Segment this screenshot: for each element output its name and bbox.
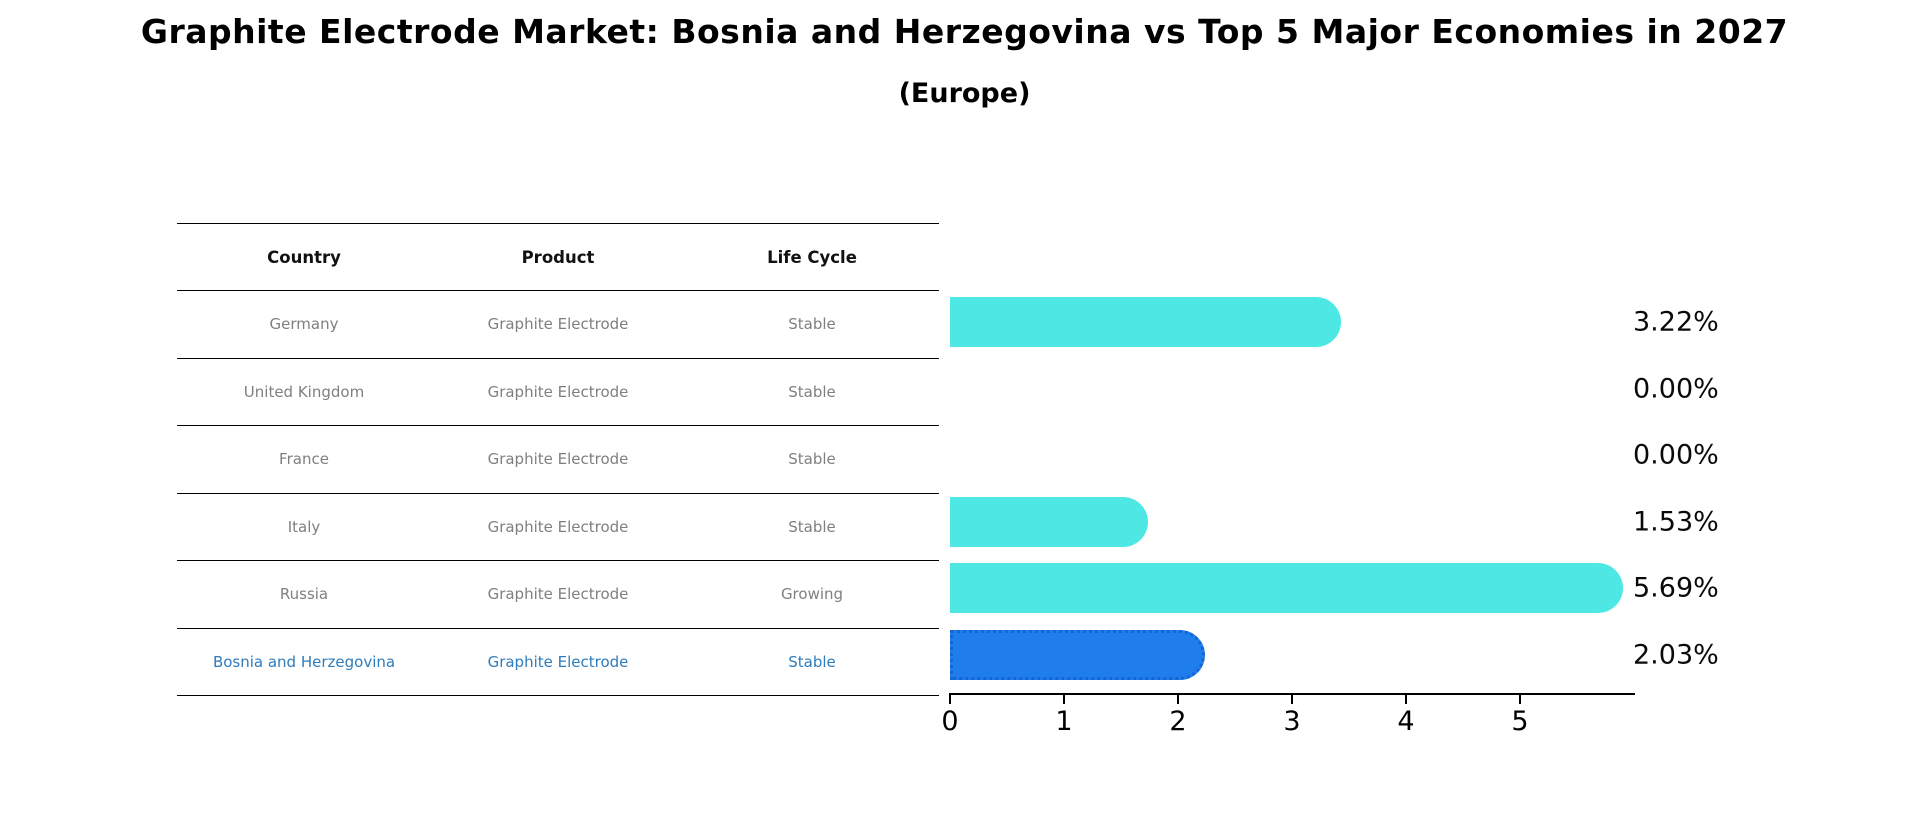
- chart-title: Graphite Electrode Market: Bosnia and He…: [140, 12, 1789, 51]
- x-axis: [949, 693, 1635, 695]
- column-header-country: Country: [267, 247, 341, 267]
- cell-life-cycle: Stable: [788, 652, 836, 671]
- cell-country: Germany: [269, 315, 339, 334]
- country-table: Country Product Life Cycle Germany Graph…: [177, 223, 939, 696]
- tick-mark: [1519, 695, 1521, 704]
- tick-mark: [1291, 695, 1293, 704]
- bar-germany: [950, 297, 1342, 348]
- bar-bosnia-and-herzegovina: [950, 629, 1206, 680]
- cell-product: Graphite Electrode: [487, 382, 629, 401]
- cell-country: Italy: [287, 517, 321, 536]
- value-label-italy: 1.53%: [1633, 506, 1719, 538]
- chart-subtitle: (Europe): [898, 78, 1031, 109]
- table-row: Russia Graphite Electrode Growing: [177, 561, 939, 629]
- tick-mark: [1063, 695, 1065, 704]
- cell-life-cycle: Stable: [788, 382, 836, 401]
- table-row: United Kingdom Graphite Electrode Stable: [177, 359, 939, 426]
- value-label-france: 0.00%: [1633, 439, 1719, 471]
- table-row: Italy Graphite Electrode Stable: [177, 494, 939, 561]
- tick-mark: [1177, 695, 1179, 704]
- tick-label: 5: [1511, 706, 1529, 737]
- value-label-germany: 3.22%: [1633, 306, 1719, 338]
- cell-life-cycle: Growing: [780, 585, 844, 604]
- cell-country: United Kingdom: [243, 382, 365, 401]
- cell-life-cycle: Stable: [788, 450, 836, 469]
- cell-product: Graphite Electrode: [487, 585, 629, 604]
- bar-russia: [950, 563, 1623, 614]
- table-row: France Graphite Electrode Stable: [177, 426, 939, 494]
- cell-country: Russia: [279, 585, 329, 604]
- cell-life-cycle: Stable: [788, 517, 836, 536]
- tick-label: 2: [1169, 706, 1187, 737]
- cell-country: France: [279, 450, 329, 469]
- tick-label: 3: [1283, 706, 1301, 737]
- cell-country: Bosnia and Herzegovina: [212, 652, 396, 671]
- column-header-life-cycle: Life Cycle: [767, 247, 857, 267]
- tick-label: 1: [1055, 706, 1073, 737]
- bar-plot-area: 0 1 2 3 4 5: [941, 223, 1640, 737]
- cell-product: Graphite Electrode: [487, 450, 629, 469]
- table-row-highlighted: Bosnia and Herzegovina Graphite Electrod…: [177, 629, 939, 696]
- bar-italy: [950, 496, 1149, 547]
- table-header-row: Country Product Life Cycle: [177, 224, 939, 291]
- table-row: Germany Graphite Electrode Stable: [177, 291, 939, 359]
- value-label-bosnia-and-herzegovina: 2.03%: [1633, 639, 1719, 671]
- tick-mark: [949, 695, 951, 704]
- cell-life-cycle: Stable: [788, 315, 836, 334]
- tick-label: 4: [1397, 706, 1415, 737]
- value-label-russia: 5.69%: [1633, 572, 1719, 604]
- tick-mark: [1405, 695, 1407, 704]
- cell-product: Graphite Electrode: [487, 315, 629, 334]
- value-label-united-kingdom: 0.00%: [1633, 373, 1719, 405]
- column-header-product: Product: [521, 247, 595, 267]
- tick-label: 0: [941, 706, 959, 737]
- cell-product: Graphite Electrode: [487, 517, 629, 536]
- cell-product: Graphite Electrode: [487, 652, 629, 671]
